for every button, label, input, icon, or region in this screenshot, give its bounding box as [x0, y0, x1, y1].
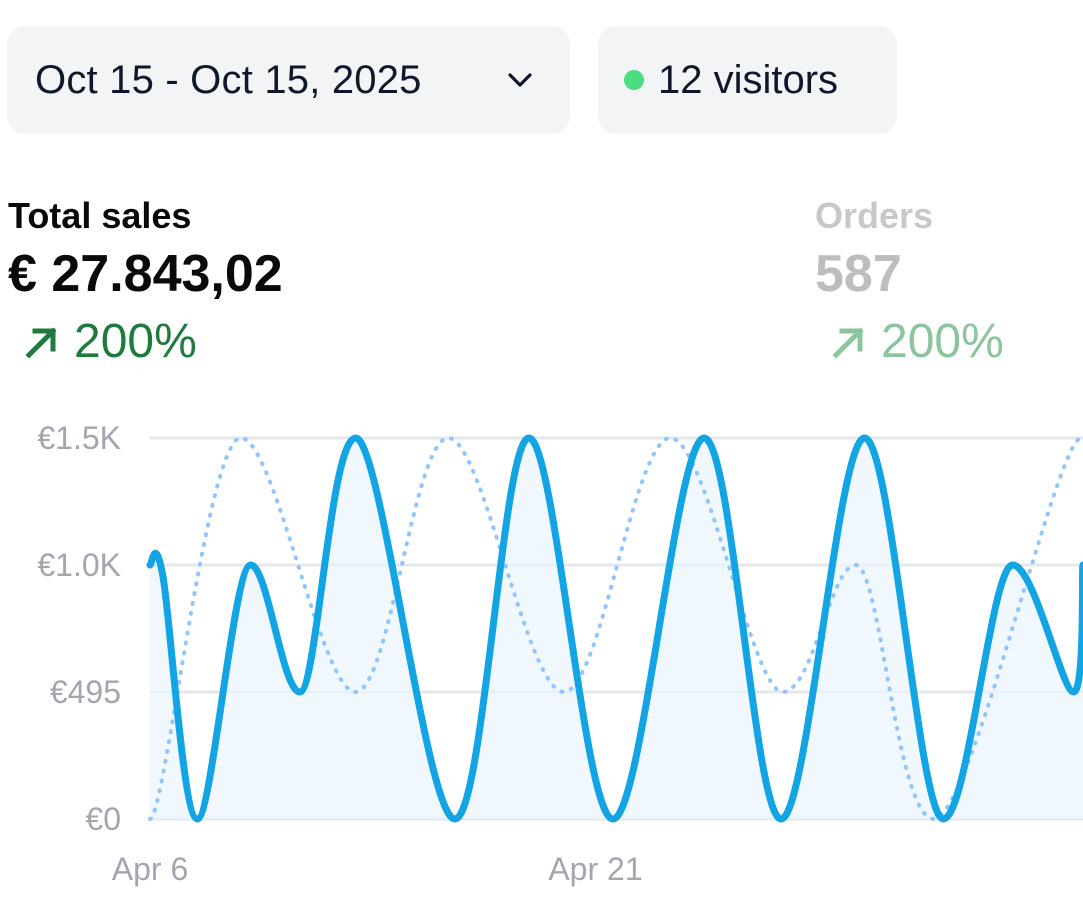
metric-label: Orders: [815, 195, 934, 236]
metric-change-value: 200%: [74, 315, 197, 368]
date-range-label: Oct 15 - Oct 15, 2025: [35, 57, 422, 102]
metric-total-sales[interactable]: Total sales € 27.843,02 200%: [8, 198, 283, 366]
arrow-up-right-icon: [832, 327, 864, 359]
y-tick-label: €1.0K: [37, 547, 121, 583]
chevron-down-icon: [508, 73, 532, 87]
date-range-selector[interactable]: Oct 15 - Oct 15, 2025: [7, 26, 570, 134]
chart-series: [146, 434, 1083, 823]
chart-area-fill: [150, 438, 1083, 819]
sales-line-chart[interactable]: €0 €495 €1.0K €1.5K Apr 6 Apr 21: [0, 410, 1083, 904]
live-visitors-badge[interactable]: 12 visitors: [598, 26, 897, 134]
y-tick-label: €1.5K: [37, 420, 121, 456]
y-tick-label: €495: [50, 674, 121, 710]
primary-series-line[interactable]: [146, 434, 1083, 823]
metric-value: € 27.843,02: [8, 245, 283, 303]
x-tick-label: Apr 21: [548, 851, 642, 887]
metric-value: 587: [815, 245, 902, 303]
visitors-count: 12 visitors: [658, 57, 839, 102]
live-status-dot: [624, 70, 644, 90]
arrow-up-right-icon: [25, 327, 57, 359]
metric-label: Total sales: [8, 195, 192, 236]
metric-change: 200%: [22, 318, 283, 366]
comparison-series-line[interactable]: [148, 436, 1083, 821]
metric-orders[interactable]: Orders 587 200%: [815, 198, 1004, 366]
x-tick-label: Apr 6: [112, 851, 188, 887]
y-tick-label: €0: [85, 801, 121, 837]
x-axis-ticks: Apr 6 Apr 21: [112, 851, 643, 887]
metric-change-value: 200%: [881, 315, 1004, 368]
y-axis-ticks: €0 €495 €1.0K €1.5K: [37, 420, 121, 837]
series-area: [150, 438, 1083, 819]
metric-change: 200%: [829, 318, 1004, 366]
